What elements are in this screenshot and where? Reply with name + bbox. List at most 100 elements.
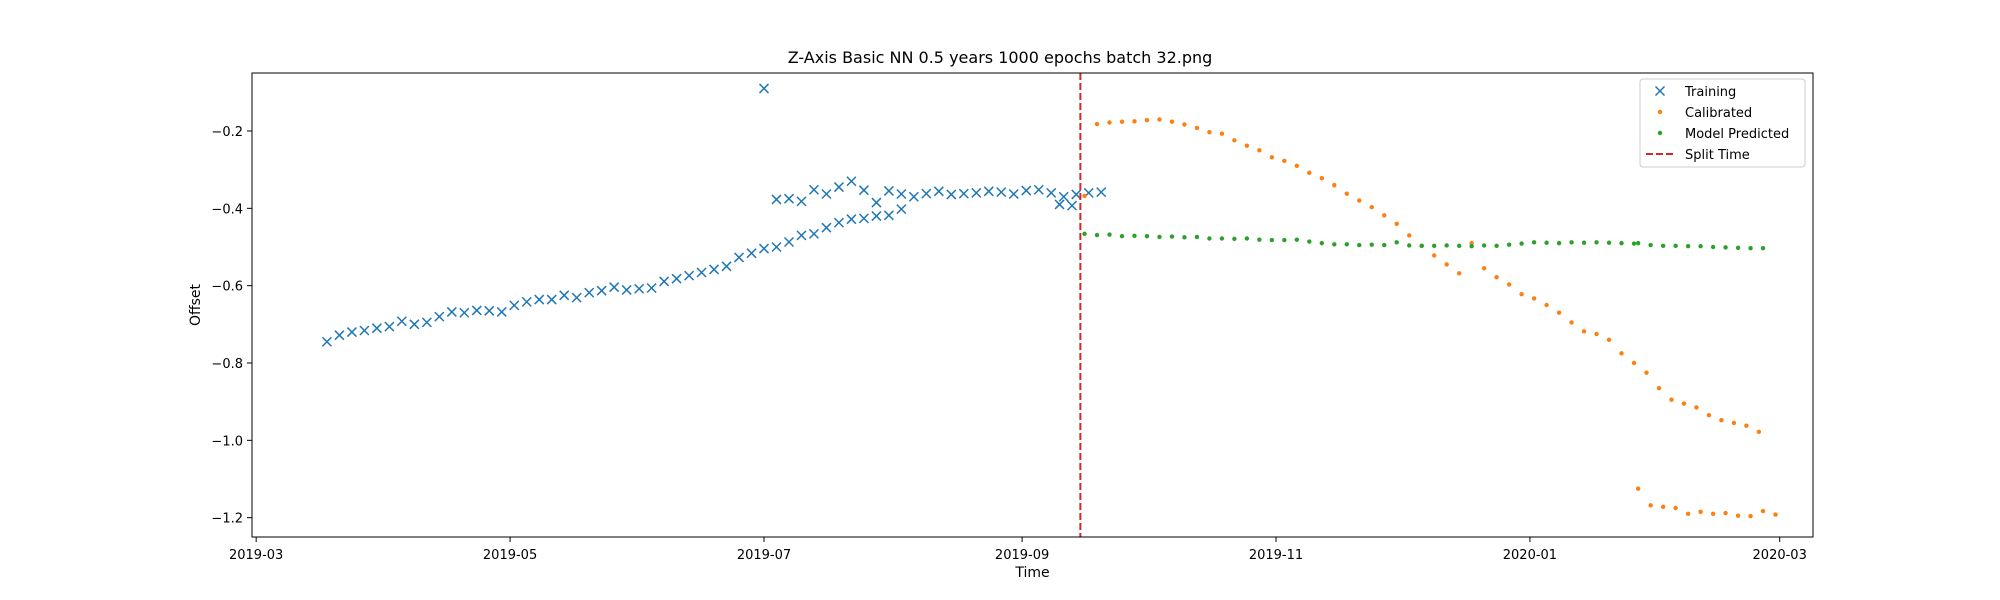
model-predicted-point: [1631, 241, 1637, 246]
training-point: [484, 305, 495, 316]
training-point-stroke: [846, 176, 857, 187]
model-predicted-point: [1332, 242, 1337, 247]
training-point: [783, 236, 795, 248]
chart-title: Z-Axis Basic NN 0.5 years 1000 epochs ba…: [788, 48, 1213, 67]
calibrated-point: [1407, 233, 1412, 238]
model-predicted-point: [1606, 240, 1612, 245]
y-tick-label: −0.4: [211, 202, 243, 217]
training-point: [758, 83, 770, 94]
calibrated-point: [1648, 503, 1653, 508]
model-predicted-point: [1107, 232, 1112, 237]
legend-calibrated-marker: [1657, 109, 1663, 115]
training-point-stroke: [771, 194, 782, 205]
training-point-stroke: [496, 306, 507, 317]
calibrated-point: [1685, 511, 1691, 516]
calibrated-point: [1594, 331, 1599, 337]
legend-model-predicted-label: Model Predicted: [1685, 127, 1789, 142]
y-tick-label: −1.0: [211, 434, 243, 449]
calibrated-point: [1644, 370, 1649, 375]
training-point: [696, 267, 707, 278]
x-tick-label: 2020-03: [1753, 548, 1807, 563]
legend-training-label: Training: [1684, 85, 1736, 100]
training-point-stroke: [821, 222, 832, 233]
training-point: [996, 187, 1007, 198]
training-point-stroke: [321, 336, 332, 347]
training-point: [896, 188, 907, 200]
training-point-stroke: [796, 230, 807, 241]
calibrated-point: [1469, 240, 1474, 246]
training-point: [946, 189, 957, 200]
training-point: [871, 197, 882, 208]
training-point-stroke: [796, 196, 807, 207]
legend-calibrated-label: Calibrated: [1685, 106, 1752, 121]
training-point-stroke: [996, 187, 1007, 198]
x-tick-label: 2019-11: [1249, 548, 1303, 563]
calibrated-point: [1394, 221, 1399, 226]
training-point-stroke: [1033, 184, 1044, 195]
training-point-stroke: [858, 185, 869, 196]
calibrated-point: [1731, 420, 1737, 426]
training-point-stroke: [546, 294, 557, 305]
training-point: [371, 323, 382, 334]
calibrated-point: [1760, 508, 1766, 514]
model-predicted-point: [1735, 245, 1741, 250]
training-point-stroke: [758, 83, 770, 94]
training-point: [421, 317, 432, 328]
training-point-stroke: [459, 307, 470, 318]
calibrated-point: [1635, 486, 1641, 491]
training-point: [896, 204, 907, 215]
training-point-stroke: [771, 241, 782, 253]
training-point: [1021, 185, 1032, 196]
model-predicted-point: [1182, 235, 1187, 240]
calibrated-point: [1481, 266, 1487, 271]
training-point-stroke: [684, 270, 695, 281]
x-tick-label: 2019-03: [229, 548, 283, 563]
training-point-stroke: [908, 191, 919, 202]
training-point-stroke: [1071, 189, 1082, 200]
model-predicted-point: [1232, 236, 1237, 242]
training-point-stroke: [1096, 187, 1107, 198]
training-point-stroke: [709, 264, 720, 275]
calibrated-point: [1506, 282, 1512, 287]
model-predicted-point: [1244, 236, 1250, 241]
training-point-stroke: [1021, 185, 1032, 196]
training-point-stroke: [871, 197, 882, 208]
training-point: [808, 228, 819, 239]
training-point-stroke: [559, 290, 570, 301]
training-point: [609, 282, 620, 293]
training-point: [833, 182, 844, 193]
x-tick-label: 2019-05: [483, 548, 537, 563]
training-point: [434, 311, 445, 322]
training-point-stroke: [346, 327, 357, 338]
calibrated-point: [1773, 512, 1778, 517]
y-tick-label: −0.6: [211, 280, 243, 295]
calibrated-point: [1232, 138, 1237, 143]
training-point-stroke: [384, 321, 395, 332]
calibrated-point: [1531, 296, 1537, 301]
training-point-stroke: [1046, 187, 1057, 198]
training-point: [771, 241, 782, 253]
training-point-stroke: [721, 261, 732, 272]
model-predicted-point: [1685, 244, 1691, 249]
model-predicted-point: [1648, 242, 1653, 248]
calibrated-point: [1748, 513, 1753, 519]
calibrated-point: [1269, 155, 1275, 160]
training-point: [983, 186, 994, 197]
training-point-stroke: [659, 276, 670, 287]
x-tick-label: 2020-01: [1503, 548, 1557, 563]
training-point: [846, 176, 857, 187]
training-point: [584, 287, 595, 298]
training-point: [771, 194, 782, 205]
model-predicted-point: [1581, 240, 1587, 245]
calibrated-point: [1631, 360, 1637, 366]
model-predicted-point: [1094, 232, 1100, 238]
training-point-stroke: [783, 193, 795, 204]
training-point-stroke: [1067, 200, 1078, 211]
training-point: [334, 330, 345, 341]
training-point: [808, 184, 819, 195]
calibrated-point: [1382, 213, 1387, 218]
training-point: [758, 243, 770, 254]
calibrated-point: [1656, 385, 1662, 391]
training-point-stroke: [958, 188, 969, 199]
